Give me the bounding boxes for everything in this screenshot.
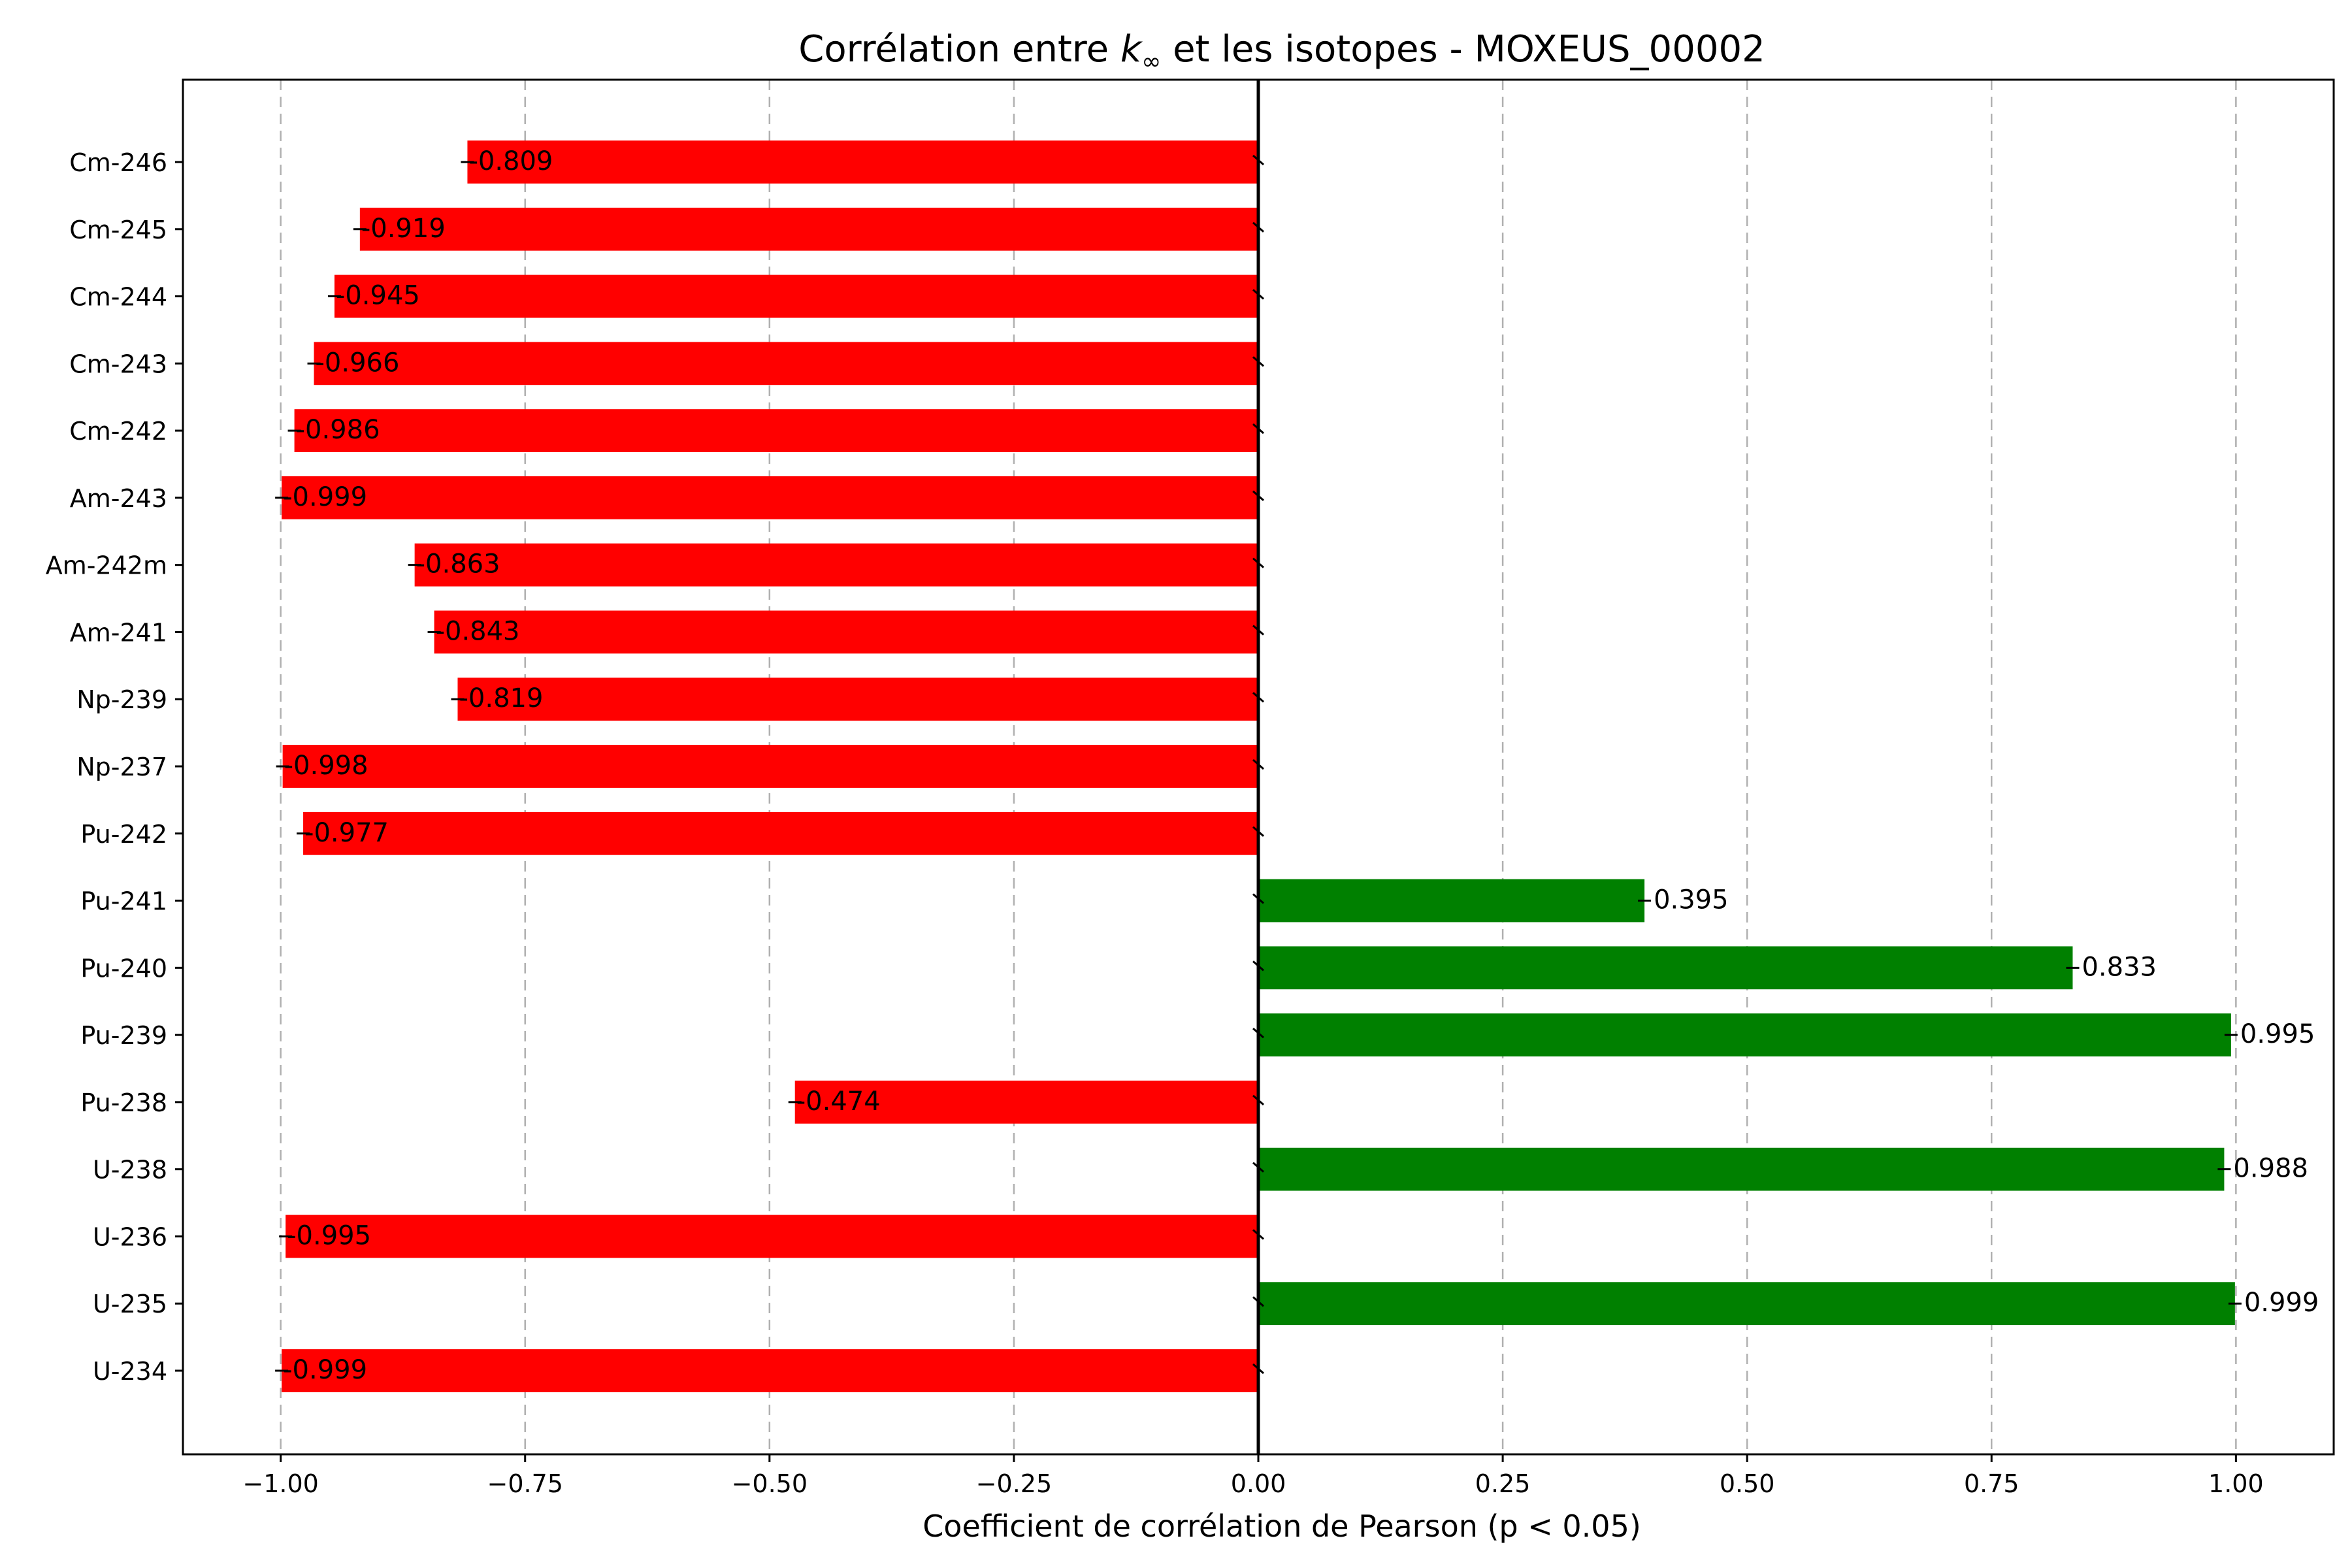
x-tick-label: 0.50	[1720, 1469, 1775, 1498]
bar-u-238	[1258, 1147, 2225, 1191]
y-tick-label-np-237: Np-237	[76, 753, 167, 781]
bar-pu-238	[794, 1081, 1258, 1124]
data-labels: -0.999 0.999 -0.995 0.988 -0.474 0.995 0.833 0.…	[283, 146, 2319, 1385]
y-tick-label-u-238: U-238	[93, 1156, 167, 1184]
y-tick-label-cm-242: Cm-242	[69, 417, 167, 446]
value-label-am-243: -0.999	[283, 482, 367, 512]
y-tick-label-pu-240: Pu-240	[80, 954, 167, 983]
x-tick-label: −0.75	[487, 1469, 563, 1498]
bar-u-234	[282, 1349, 1259, 1392]
x-tick-label: 0.25	[1475, 1469, 1531, 1498]
bar-np-237	[282, 745, 1258, 788]
value-label-u-238: 0.988	[2233, 1154, 2308, 1184]
y-tick-label-cm-243: Cm-243	[69, 350, 167, 378]
y-tick-label-am-243: Am-243	[70, 484, 167, 513]
x-tick-label: 0.75	[1964, 1469, 2019, 1498]
chart-title: Corrélation entre k∞ et les isotopes - M…	[798, 28, 1765, 75]
bar-am-243	[282, 476, 1259, 519]
value-label-am-241: -0.843	[436, 616, 520, 646]
bar-cm-245	[359, 207, 1258, 251]
bar-cm-246	[467, 140, 1258, 184]
y-tick-label-u-234: U-234	[93, 1357, 167, 1386]
bar-cm-243	[314, 342, 1259, 385]
value-label-pu-239: 0.995	[2240, 1019, 2315, 1049]
bar-pu-240	[1258, 946, 2073, 990]
y-tick-label-u-235: U-235	[93, 1290, 167, 1318]
value-label-pu-240: 0.833	[2082, 952, 2157, 982]
value-label-pu-242: -0.977	[304, 818, 389, 848]
x-tick-label: −0.50	[732, 1469, 808, 1498]
value-label-np-239: -0.819	[459, 683, 543, 713]
y-tick-label-am-242m: Am-242m	[46, 551, 167, 580]
value-label-pu-241: 0.395	[1654, 885, 1729, 915]
bar-pu-239	[1258, 1013, 2231, 1056]
y-tick-label-pu-241: Pu-241	[80, 887, 167, 916]
value-label-u-235: 0.999	[2244, 1288, 2319, 1318]
y-tick-label-cm-246: Cm-246	[69, 148, 167, 177]
value-label-cm-243: -0.966	[316, 348, 400, 378]
y-tick-label-pu-239: Pu-239	[80, 1021, 167, 1050]
value-label-u-236: -0.995	[287, 1220, 371, 1250]
bars	[275, 140, 2242, 1392]
bar-am-242m	[414, 543, 1258, 587]
y-tick-label-cm-244: Cm-244	[69, 283, 167, 312]
value-label-np-237: -0.998	[284, 751, 368, 781]
y-tick-label-u-236: U-236	[93, 1222, 167, 1251]
y-tick-label-cm-245: Cm-245	[69, 216, 167, 244]
value-label-cm-244: -0.945	[336, 281, 420, 311]
value-label-pu-238: -0.474	[796, 1086, 881, 1117]
x-tick-label: −0.25	[976, 1469, 1052, 1498]
value-label-cm-245: -0.919	[361, 214, 446, 244]
bar-u-235	[1258, 1282, 2235, 1326]
x-tick-label: −1.00	[242, 1469, 318, 1498]
bar-u-236	[286, 1215, 1259, 1258]
bar-np-239	[457, 678, 1258, 721]
bar-am-241	[434, 610, 1258, 654]
bar-cm-244	[334, 274, 1258, 318]
x-axis-label: Coefficient de corrélation de Pearson (p…	[923, 1509, 1641, 1544]
y-tick-label-np-239: Np-239	[76, 685, 167, 714]
value-label-cm-242: -0.986	[296, 415, 380, 445]
x-tick-label: 0.00	[1231, 1469, 1286, 1498]
axes: U-234 U-235 U-236 U-238 Pu-238 Pu-239 Pu-240 Pu…	[46, 78, 2335, 1498]
y-tick-label-pu-242: Pu-242	[80, 820, 167, 849]
bar-pu-241	[1258, 879, 1645, 923]
value-label-u-234: -0.999	[283, 1355, 367, 1385]
y-tick-label-pu-238: Pu-238	[80, 1088, 167, 1117]
bar-cm-242	[294, 409, 1258, 452]
y-tick-label-am-241: Am-241	[70, 618, 167, 647]
x-tick-label: 1.00	[2208, 1469, 2264, 1498]
value-label-am-242m: -0.863	[416, 549, 500, 580]
bar-pu-242	[303, 811, 1258, 855]
value-label-cm-246: -0.809	[468, 146, 553, 176]
